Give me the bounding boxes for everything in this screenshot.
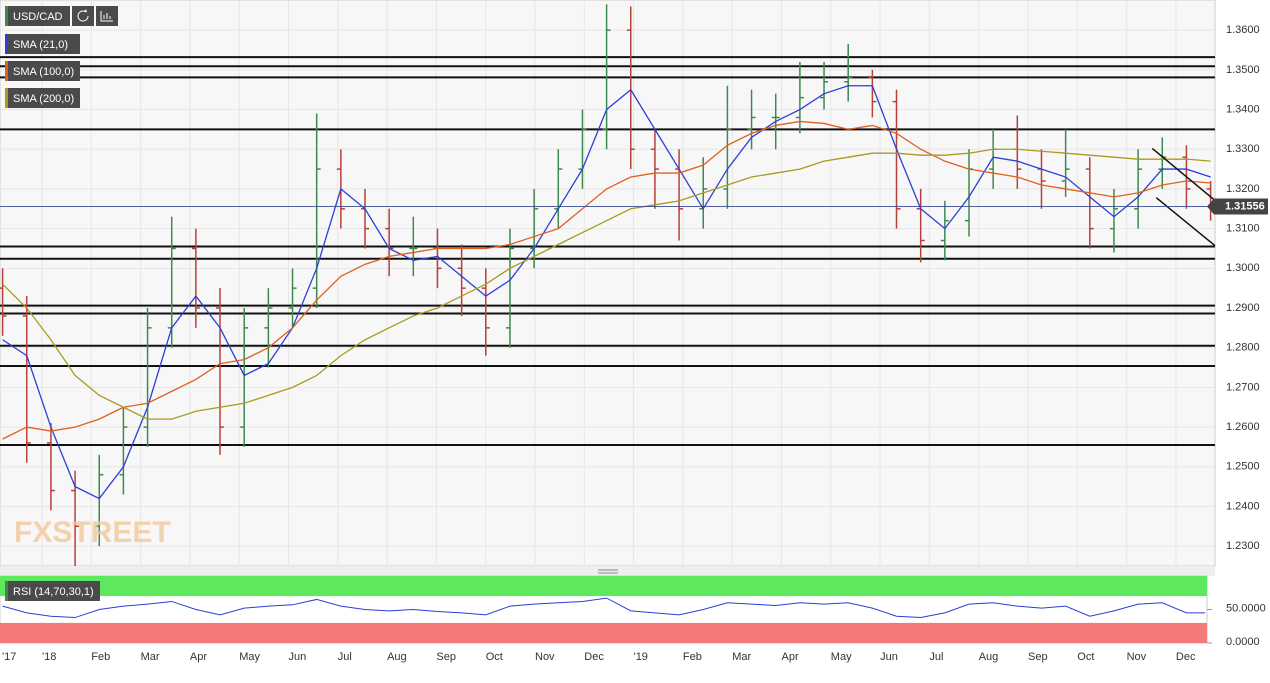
y-tick-label: 1.2400 — [1226, 500, 1260, 512]
sma-line — [2, 85, 1211, 500]
legend-swatch — [5, 61, 8, 81]
legend-swatch — [5, 88, 8, 108]
x-tick-label: Jul — [929, 651, 943, 663]
legend-box — [5, 34, 80, 54]
x-tick-label: '17 — [2, 651, 16, 663]
x-tick-label: Apr — [782, 651, 799, 663]
y-tick-label: 1.2700 — [1226, 381, 1260, 393]
main-pane — [0, 0, 1216, 566]
symbol: USD/CAD — [13, 11, 63, 23]
x-tick-label: Mar — [732, 651, 751, 663]
legend-box — [5, 61, 80, 81]
y-tick-label: 1.3200 — [1226, 183, 1260, 195]
x-tick-label: May — [239, 651, 260, 663]
x-tick-label: Jun — [880, 651, 898, 663]
x-tick-label: Feb — [683, 651, 702, 663]
symbol-legend[interactable]: USD/CAD — [5, 6, 70, 26]
x-tick-label: May — [831, 651, 852, 663]
channel-line — [1155, 197, 1216, 247]
legend-box — [5, 88, 80, 108]
refresh-button[interactable] — [72, 6, 94, 26]
x-tick-label: Nov — [535, 651, 555, 663]
x-tick-label: Dec — [1176, 651, 1196, 663]
x-tick-label: Feb — [91, 651, 110, 663]
y-tick-label: 1.2800 — [1226, 342, 1260, 354]
x-tick-label: Sep — [1028, 651, 1048, 663]
rsi-pane — [0, 575, 1212, 644]
y-tick-label: 1.2500 — [1226, 461, 1260, 473]
legend-label: RSI (14,70,30,1) — [13, 586, 94, 598]
x-tick-label: Mar — [141, 651, 160, 663]
watermark: FXSTREET — [14, 516, 171, 549]
last-price-tag — [1207, 198, 1268, 215]
y-tick-label: 1.2300 — [1226, 540, 1260, 552]
x-tick-label: Oct — [486, 651, 503, 663]
x-tick-label: Jun — [289, 651, 307, 663]
x-tick-label: '18 — [42, 651, 56, 663]
legend-swatch — [5, 34, 8, 54]
x-tick-label: Sep — [436, 651, 456, 663]
last-price-label: 1.31556 — [1225, 200, 1265, 212]
y-tick-label: 1.2900 — [1226, 302, 1260, 314]
legend-swatch — [5, 581, 8, 601]
y-tick-label: 1.3300 — [1226, 143, 1260, 155]
x-tick-label: Dec — [584, 651, 604, 663]
overbought-zone — [0, 576, 1207, 597]
y-tick-label: 1.3600 — [1226, 24, 1260, 36]
x-tick-label: '19 — [634, 651, 648, 663]
legend: USD/CAD SMA (21,0) SMA (100,0) SMA (200,0) — [5, 6, 118, 108]
sma-line — [2, 120, 1211, 440]
x-tick-label: Aug — [387, 651, 407, 663]
rsi-legend: RSI (14,70,30,1) — [5, 581, 100, 601]
rsi-tick-label: 0.0000 — [1226, 636, 1260, 648]
x-tick-label: Aug — [979, 651, 999, 663]
x-tick-label: Apr — [190, 651, 207, 663]
y-tick-label: 1.3400 — [1226, 103, 1260, 115]
y-tick-label: 1.3500 — [1226, 64, 1260, 76]
oversold-zone — [0, 622, 1207, 643]
legend-box — [5, 581, 100, 601]
settings-button[interactable] — [96, 6, 118, 26]
x-tick-label: Jul — [338, 651, 352, 663]
divider — [0, 566, 1215, 576]
x-tick-label: Oct — [1077, 651, 1094, 663]
rsi-tick-label: 50.0000 — [1226, 602, 1266, 614]
legend-label: SMA (100,0) — [13, 66, 74, 78]
channel-line — [1151, 147, 1216, 202]
y-tick-label: 1.3000 — [1226, 262, 1260, 274]
x-tick-label: Nov — [1127, 651, 1147, 663]
legend-label: SMA (21,0) — [13, 39, 68, 51]
legend-label: SMA (200,0) — [13, 93, 74, 105]
sma-line — [2, 148, 1211, 420]
rsi-line — [2, 597, 1205, 619]
y-tick-label: 1.3100 — [1226, 223, 1260, 235]
y-tick-label: 1.2600 — [1226, 421, 1260, 433]
plot-area — [0, 0, 1216, 567]
